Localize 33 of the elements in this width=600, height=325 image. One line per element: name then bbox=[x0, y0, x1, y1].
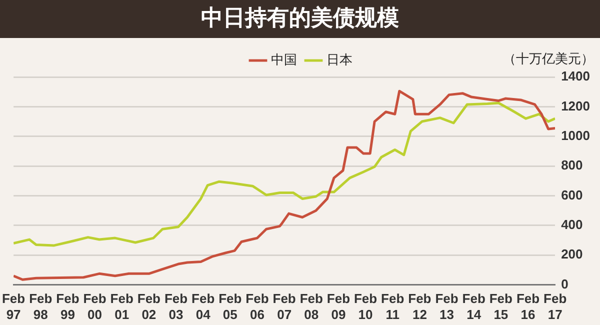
x-tick-label: Feb 12 bbox=[408, 291, 432, 322]
y-tick-label: 400 bbox=[561, 217, 583, 232]
y-tick-label: 200 bbox=[561, 246, 583, 262]
x-tick-label: Feb 14 bbox=[462, 291, 486, 322]
legend-label: 日本 bbox=[326, 52, 352, 68]
x-tick-label: Feb 01 bbox=[110, 291, 134, 322]
legend-label: 中国 bbox=[271, 52, 297, 68]
x-tick-label: Feb 00 bbox=[83, 291, 106, 322]
x-tick-label: Feb 99 bbox=[56, 291, 80, 322]
y-tick-label: 0 bbox=[561, 276, 568, 292]
x-tick-label: Feb 08 bbox=[300, 291, 324, 322]
y-tick-label: 600 bbox=[561, 187, 583, 202]
x-tick-label: Feb 98 bbox=[29, 291, 52, 322]
chart-title: 中日持有的美债规模 bbox=[0, 0, 600, 38]
x-tick-label: Feb 10 bbox=[354, 291, 378, 322]
x-tick-label: Feb 04 bbox=[192, 291, 215, 322]
y-tick-label: 1400 bbox=[561, 68, 590, 84]
x-tick-label: Feb 97 bbox=[2, 291, 26, 322]
x-tick-label: Feb 02 bbox=[137, 291, 161, 322]
x-tick-label: Feb 07 bbox=[272, 291, 296, 322]
x-tick-label: Feb 06 bbox=[246, 291, 269, 322]
x-tick-label: Feb 15 bbox=[489, 291, 513, 322]
y-tick-label: 800 bbox=[561, 158, 583, 173]
y-tick-label: 1000 bbox=[561, 128, 590, 143]
x-tick-label: Feb 17 bbox=[544, 291, 567, 322]
x-tick-label: Feb 16 bbox=[516, 291, 540, 322]
y-tick-label: 1200 bbox=[561, 98, 590, 114]
x-tick-label: Feb 09 bbox=[326, 291, 350, 322]
y-axis-title: （十万亿美元） bbox=[503, 51, 594, 68]
x-tick-label: Feb 03 bbox=[164, 291, 188, 322]
x-tick-label: Feb 05 bbox=[218, 291, 242, 322]
x-tick-label: Feb 13 bbox=[435, 291, 458, 322]
x-tick-label: Feb 11 bbox=[381, 291, 404, 322]
